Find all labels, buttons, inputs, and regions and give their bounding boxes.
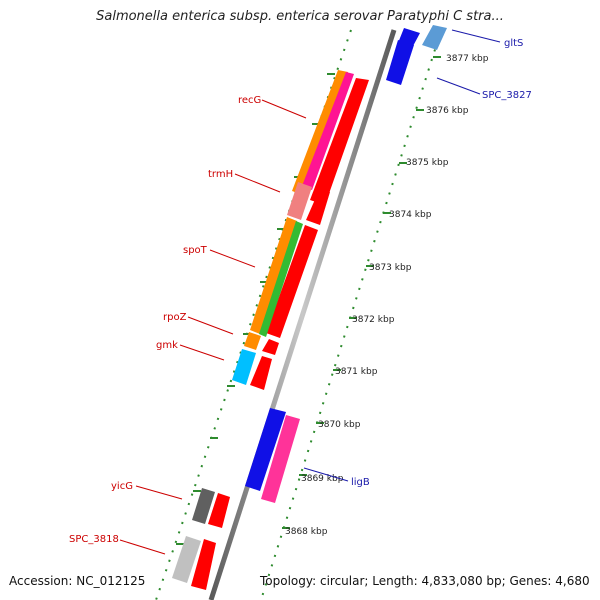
- gene-trmH-salmon[interactable]: [287, 182, 312, 220]
- gene-label-recG: recG: [238, 95, 261, 106]
- gene-spoT-orange[interactable]: [250, 217, 297, 334]
- genome-summary: Topology: circular; Length: 4,833,080 bp…: [260, 574, 590, 588]
- gene-gmk-cyan[interactable]: [232, 349, 256, 385]
- gene-label-ligB: ligB: [351, 477, 370, 488]
- gene-recG-orange[interactable]: [292, 70, 348, 195]
- label-callouts: [119, 29, 501, 555]
- gene-yicG-grey[interactable]: [192, 488, 215, 524]
- gene-label-gmk: gmk: [156, 340, 178, 351]
- gene-spoT-red[interactable]: [266, 225, 318, 338]
- gene-label-trmH: trmH: [208, 169, 233, 180]
- kbp-ticks: [282, 56, 441, 529]
- gene-gltS[interactable]: [422, 25, 447, 50]
- kbp-label-3869: 3869 kbp: [301, 474, 344, 484]
- kbp-label-3870: 3870 kbp: [318, 420, 361, 430]
- gene-spoT-green[interactable]: [259, 221, 303, 337]
- kbp-label-3876: 3876 kbp: [426, 106, 469, 116]
- kbp-label-3877: 3877 kbp: [446, 54, 489, 64]
- gene-rpoZ-red[interactable]: [262, 339, 279, 355]
- gene-label-SPC_3827: SPC_3827: [482, 90, 532, 101]
- kbp-label-3874: 3874 kbp: [389, 210, 432, 220]
- gene-label-yicG: yicG: [111, 481, 133, 492]
- kbp-label-3872: 3872 kbp: [352, 315, 395, 325]
- gene-SPC_3818-red[interactable]: [191, 539, 216, 590]
- gene-label-spoT: spoT: [183, 245, 208, 256]
- gene-label-SPC_3818: SPC_3818: [69, 534, 119, 545]
- gene-label-gltS: gltS: [504, 38, 523, 49]
- gene-recG-pink[interactable]: [302, 72, 354, 190]
- genome-backbone: [208, 29, 397, 600]
- gene-SPC_3827[interactable]: [386, 40, 414, 85]
- gene-gmk-red[interactable]: [250, 356, 272, 390]
- gene-forward-blue-bottom[interactable]: [245, 408, 286, 491]
- genome-title: Salmonella enterica subsp. enterica sero…: [96, 9, 504, 24]
- gene-ligB-magenta[interactable]: [261, 415, 300, 503]
- gene-recG-red[interactable]: [310, 78, 369, 205]
- kbp-label-3868: 3868 kbp: [285, 527, 328, 537]
- kbp-label-3871: 3871 kbp: [335, 367, 378, 377]
- gene-label-rpoZ: rpoZ: [163, 312, 187, 323]
- gene-SPC_3818-lightgrey[interactable]: [172, 536, 201, 583]
- gene-yicG-red[interactable]: [208, 493, 230, 528]
- accession-label: Accession: NC_012125: [9, 574, 146, 588]
- gene-trmH-red[interactable]: [306, 188, 330, 225]
- gene-rpoZ-orange[interactable]: [244, 332, 261, 350]
- kbp-label-3873: 3873 kbp: [369, 263, 412, 273]
- kbp-label-3875: 3875 kbp: [406, 158, 449, 168]
